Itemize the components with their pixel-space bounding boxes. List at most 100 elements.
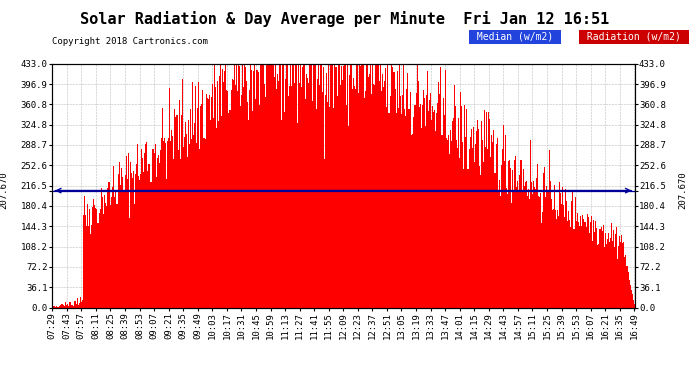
Bar <box>152 149 154 308</box>
Bar <box>139 180 140 308</box>
Bar <box>184 137 185 308</box>
Bar <box>503 125 504 308</box>
Bar <box>393 72 394 308</box>
Bar <box>436 113 437 308</box>
Bar <box>163 141 164 308</box>
Bar <box>621 235 622 308</box>
Bar <box>88 226 89 308</box>
Bar <box>424 98 425 308</box>
Bar <box>262 41 263 308</box>
Bar <box>625 255 627 308</box>
Bar <box>214 53 215 307</box>
Bar <box>86 226 87 308</box>
Bar <box>573 228 575 308</box>
Bar <box>370 22 371 307</box>
Bar <box>450 130 451 308</box>
Bar <box>106 206 107 308</box>
Bar <box>320 52 321 308</box>
Bar <box>312 101 313 308</box>
Bar <box>403 63 404 308</box>
Bar <box>535 189 536 308</box>
Bar <box>200 106 201 307</box>
Bar <box>413 117 415 308</box>
Bar <box>144 153 146 308</box>
Bar <box>277 74 278 308</box>
Bar <box>442 98 444 308</box>
Bar <box>271 36 272 308</box>
Bar <box>316 109 317 308</box>
Bar <box>493 130 495 308</box>
Bar <box>81 302 82 307</box>
Bar <box>474 162 475 308</box>
Bar <box>622 243 623 308</box>
Bar <box>511 203 512 308</box>
Bar <box>419 106 420 308</box>
Bar <box>79 303 80 307</box>
Bar <box>610 238 611 308</box>
Bar <box>275 45 276 308</box>
Bar <box>175 117 177 308</box>
Bar <box>61 304 62 307</box>
Bar <box>264 84 265 308</box>
Bar <box>172 136 173 308</box>
Bar <box>141 149 142 308</box>
Bar <box>325 95 326 308</box>
Bar <box>93 200 95 308</box>
Bar <box>274 77 275 308</box>
Bar <box>471 129 472 308</box>
Bar <box>446 140 448 308</box>
Bar <box>241 95 242 308</box>
Bar <box>170 141 171 308</box>
Bar <box>411 135 413 308</box>
Bar <box>292 58 293 308</box>
Bar <box>269 0 270 308</box>
Bar <box>426 94 427 308</box>
Bar <box>394 72 395 308</box>
Bar <box>59 306 60 308</box>
Bar <box>138 176 139 308</box>
Bar <box>408 109 409 307</box>
Bar <box>116 204 117 308</box>
Bar <box>623 242 624 308</box>
Bar <box>584 222 585 308</box>
Bar <box>165 144 166 308</box>
Bar <box>537 165 538 308</box>
Bar <box>615 234 616 308</box>
Bar <box>544 167 545 308</box>
Bar <box>259 63 261 308</box>
Bar <box>78 305 79 308</box>
Bar <box>58 307 59 308</box>
Bar <box>495 144 497 308</box>
Bar <box>484 110 485 308</box>
Bar <box>620 243 621 308</box>
Bar <box>299 83 300 308</box>
Bar <box>159 163 160 308</box>
Bar <box>122 177 124 308</box>
Bar <box>201 104 202 308</box>
Bar <box>286 63 288 308</box>
Bar <box>459 158 460 308</box>
Bar <box>257 72 259 308</box>
Bar <box>541 223 542 308</box>
Bar <box>518 190 520 308</box>
Bar <box>308 83 310 308</box>
Bar <box>63 305 64 308</box>
Bar <box>401 114 402 308</box>
Bar <box>531 182 532 308</box>
Bar <box>326 73 327 308</box>
Bar <box>104 195 105 308</box>
Bar <box>53 306 54 308</box>
Bar <box>452 121 453 308</box>
Bar <box>155 144 156 308</box>
Bar <box>379 81 380 308</box>
Bar <box>228 113 230 308</box>
Bar <box>565 189 566 308</box>
Bar <box>126 179 128 308</box>
Bar <box>114 196 115 308</box>
Bar <box>464 105 465 308</box>
Bar <box>462 142 463 308</box>
Bar <box>189 144 190 308</box>
Bar <box>134 204 135 308</box>
Bar <box>482 140 483 308</box>
Bar <box>356 49 357 308</box>
